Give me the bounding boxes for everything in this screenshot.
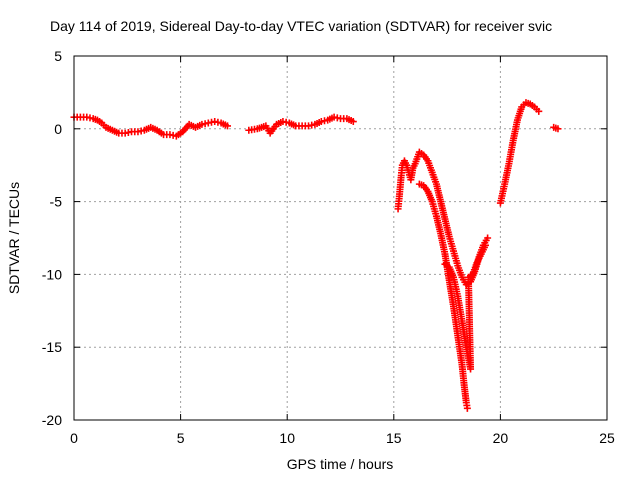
data-point [554, 125, 562, 133]
x-tick-label: 0 [70, 430, 78, 446]
plot-border [73, 55, 608, 421]
y-tick-label: -15 [42, 339, 62, 355]
x-tick-label: 10 [279, 430, 295, 446]
data-points [70, 99, 562, 412]
data-point [481, 241, 489, 249]
data-point [484, 234, 492, 242]
data-point [224, 122, 232, 130]
x-tick-labels: 0 5 10 15 20 25 [70, 430, 615, 446]
x-tick-label: 20 [493, 430, 509, 446]
x-axis-label: GPS time / hours [286, 456, 394, 472]
y-axis-label: SDTVAR / TECUs [6, 181, 22, 295]
x-tick-label: 25 [599, 430, 615, 446]
y-tick-label: -5 [50, 194, 63, 210]
data-point [463, 404, 471, 412]
x-tick-label: 5 [177, 430, 185, 446]
x-tick-label: 15 [386, 430, 402, 446]
y-tick-label: 5 [54, 48, 62, 64]
y-tick-labels: -20 -15 -10 -5 0 5 [42, 48, 62, 428]
data-point [349, 118, 357, 126]
data-point [535, 107, 543, 115]
tick-marks [73, 55, 608, 421]
chart-title: Day 114 of 2019, Sidereal Day-to-day VTE… [50, 18, 553, 34]
y-tick-label: -20 [42, 412, 62, 428]
grid-lines [74, 56, 607, 420]
y-tick-label: 0 [54, 121, 62, 137]
y-tick-label: -10 [42, 266, 62, 282]
